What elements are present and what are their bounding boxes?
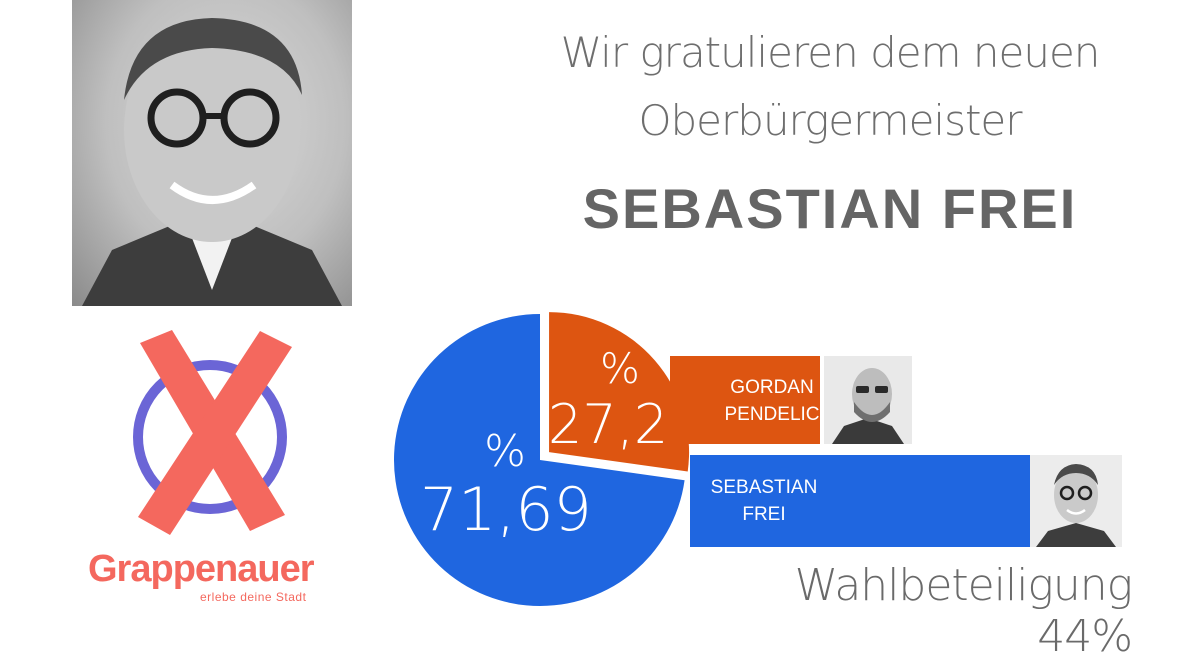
pie-label-pct-frei: % [484, 426, 526, 477]
bar-label-sebastian-frei: SEBASTIAN FREI [704, 474, 824, 528]
bar-label-line1: GORDAN [730, 377, 814, 398]
headline-line-2: Oberbürgermeister [638, 96, 1022, 145]
portrait-illustration [82, 18, 342, 306]
winner-name: SEBASTIAN FREI [582, 177, 1078, 240]
candidate-photo-pendelic [824, 356, 912, 444]
winner-portrait [72, 0, 352, 306]
brand-logo: Grappenauer [88, 548, 315, 590]
candidate-photo-pendelic-illustration [824, 356, 912, 444]
pie-label-pct-pendelic: % [600, 344, 640, 393]
bar-gordan-pendelic [670, 356, 820, 444]
bar-label-line2: PENDELIC [724, 404, 820, 425]
brand-tagline: erlebe deine Stadt [200, 590, 307, 604]
pie-slice-gordan-pendelic [549, 312, 690, 472]
bar-label-gordan-pendelic: GORDAN PENDELIC [712, 374, 832, 428]
voter-turnout: Wahlbeteiligung 44% [794, 560, 1133, 662]
candidate-photo-frei [1030, 455, 1122, 547]
ballot-cross-icon [133, 330, 292, 535]
headline-line-1: Wir gratulieren dem neuen [560, 28, 1101, 77]
pie-label-value-frei: 71,69 [420, 475, 592, 545]
pie-slice-sebastian-frei [393, 314, 685, 606]
candidate-photo-frei-illustration [1030, 455, 1122, 547]
bar-label-line2: FREI [742, 504, 786, 525]
bar-label-line1: SEBASTIAN [710, 477, 818, 498]
results-pie-chart [393, 312, 690, 606]
